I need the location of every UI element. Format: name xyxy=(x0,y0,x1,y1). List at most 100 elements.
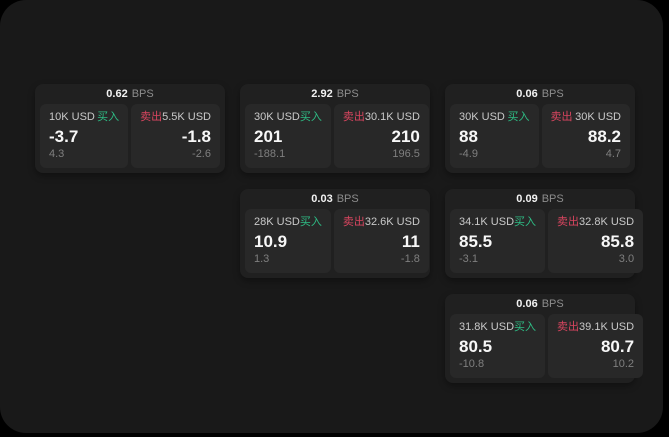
sell-side-label: 卖出 xyxy=(342,216,365,228)
bps-value: 0.62 xyxy=(106,88,128,100)
buy-side-label: 买入 xyxy=(97,111,120,123)
sell-top-row: 卖出 32.8K USD xyxy=(557,216,634,229)
bps-header: 0.06 BPS xyxy=(445,294,635,314)
sell-price: 85.8 xyxy=(600,232,635,251)
sell-side-label: 卖出 xyxy=(342,111,365,123)
quote-card-body: 34.1K USD 买入 85.5 -3.1 卖出 32.8K USD 85.8… xyxy=(445,209,644,278)
buy-quote-button[interactable]: 10K USD 买入 -3.7 4.3 xyxy=(40,104,129,168)
sell-quote-button[interactable]: 卖出 5.5K USD -1.8 -2.6 xyxy=(131,104,220,168)
bps-value: 0.09 xyxy=(516,193,538,205)
buy-sub-value: 4.3 xyxy=(49,148,65,160)
sell-quote-button[interactable]: 卖出 32.8K USD 85.8 3.0 xyxy=(548,209,644,273)
buy-side-label: 买入 xyxy=(299,216,322,228)
bps-unit-label: BPS xyxy=(541,298,564,310)
bps-unit-label: BPS xyxy=(336,88,359,100)
sell-quote-button[interactable]: 卖出 30.1K USD 210 196.5 xyxy=(333,104,429,168)
buy-side-label: 买入 xyxy=(299,111,322,123)
buy-side-label: 买入 xyxy=(514,321,537,333)
buy-price: -3.7 xyxy=(49,127,79,146)
sell-quote-button[interactable]: 卖出 30K USD 88.2 4.7 xyxy=(541,104,630,168)
buy-amount: 30K USD xyxy=(459,111,505,123)
buy-sub-value: -3.1 xyxy=(459,253,478,265)
quote-card: 0.06 BPS 31.8K USD 买入 80.5 -10.8 卖出 39.1… xyxy=(445,294,644,383)
sell-amount: 32.8K USD xyxy=(579,216,635,228)
sell-amount: 30.1K USD xyxy=(364,111,420,123)
bps-value: 2.92 xyxy=(311,88,333,100)
buy-top-row: 10K USD 买入 xyxy=(49,111,119,124)
buy-amount: 30K USD xyxy=(254,111,300,123)
sell-top-row: 卖出 5.5K USD xyxy=(140,111,211,124)
bps-header: 0.06 BPS xyxy=(445,84,635,104)
buy-side-label: 买入 xyxy=(507,111,530,123)
quote-card: 0.03 BPS 28K USD 买入 10.9 1.3 卖出 32.6K US… xyxy=(240,189,430,278)
buy-side-label: 买入 xyxy=(514,216,537,228)
bps-unit-label: BPS xyxy=(336,193,359,205)
buy-price: 85.5 xyxy=(459,232,493,251)
bps-unit-label: BPS xyxy=(131,88,154,100)
sell-price: 88.2 xyxy=(587,127,621,146)
buy-amount: 10K USD xyxy=(49,111,95,123)
sell-sub-value: -2.6 xyxy=(192,148,211,160)
buy-price: 10.9 xyxy=(254,232,288,251)
quote-card-body: 30K USD 买入 88 -4.9 卖出 30K USD 88.2 4.7 xyxy=(445,104,635,173)
sell-price: 11 xyxy=(401,232,420,251)
bps-header: 0.09 BPS xyxy=(445,189,635,209)
buy-top-row: 30K USD 买入 xyxy=(254,111,322,124)
sell-sub-value: 10.2 xyxy=(612,358,635,370)
buy-quote-button[interactable]: 30K USD 买入 201 -188.1 xyxy=(245,104,331,168)
quote-card-body: 30K USD 买入 201 -188.1 卖出 30.1K USD 210 1… xyxy=(240,104,430,173)
sell-top-row: 卖出 30K USD xyxy=(551,111,622,124)
buy-amount: 28K USD xyxy=(254,216,300,228)
buy-top-row: 28K USD 买入 xyxy=(254,216,322,229)
bps-header: 2.92 BPS xyxy=(240,84,430,104)
buy-quote-button[interactable]: 34.1K USD 买入 85.5 -3.1 xyxy=(450,209,546,273)
sell-amount: 32.6K USD xyxy=(364,216,420,228)
sell-side-label: 卖出 xyxy=(140,111,163,123)
buy-price: 201 xyxy=(254,127,283,146)
quote-card-grid: 0.62 BPS 10K USD 买入 -3.7 4.3 卖出 5.5K USD xyxy=(35,84,644,383)
bps-header: 0.62 BPS xyxy=(35,84,225,104)
buy-price: 80.5 xyxy=(459,337,493,356)
buy-top-row: 31.8K USD 买入 xyxy=(459,321,536,334)
sell-quote-button[interactable]: 卖出 32.6K USD 11 -1.8 xyxy=(333,209,429,273)
quote-card-body: 28K USD 买入 10.9 1.3 卖出 32.6K USD 11 -1.8 xyxy=(240,209,430,278)
sell-top-row: 卖出 30.1K USD xyxy=(343,111,420,124)
sell-top-row: 卖出 32.6K USD xyxy=(343,216,420,229)
sell-sub-value: 4.7 xyxy=(605,148,621,160)
buy-sub-value: 1.3 xyxy=(254,253,270,265)
buy-sub-value: -10.8 xyxy=(459,358,485,370)
sell-amount: 39.1K USD xyxy=(579,321,635,333)
buy-amount: 34.1K USD xyxy=(459,216,515,228)
quote-card-body: 10K USD 买入 -3.7 4.3 卖出 5.5K USD -1.8 -2.… xyxy=(35,104,225,173)
buy-top-row: 34.1K USD 买入 xyxy=(459,216,536,229)
quote-card: 0.62 BPS 10K USD 买入 -3.7 4.3 卖出 5.5K USD xyxy=(35,84,225,173)
quote-card-body: 31.8K USD 买入 80.5 -10.8 卖出 39.1K USD 80.… xyxy=(445,314,644,383)
buy-price: 88 xyxy=(459,127,478,146)
buy-amount: 31.8K USD xyxy=(459,321,515,333)
quote-card: 0.09 BPS 34.1K USD 买入 85.5 -3.1 卖出 32.8K… xyxy=(445,189,644,278)
sell-side-label: 卖出 xyxy=(557,321,580,333)
buy-quote-button[interactable]: 31.8K USD 买入 80.5 -10.8 xyxy=(450,314,546,378)
bps-header: 0.03 BPS xyxy=(240,189,430,209)
bps-value: 0.03 xyxy=(311,193,333,205)
buy-sub-value: -188.1 xyxy=(254,148,286,160)
bps-unit-label: BPS xyxy=(541,193,564,205)
sell-sub-value: 196.5 xyxy=(392,148,420,160)
sell-side-label: 卖出 xyxy=(550,111,573,123)
sell-amount: 5.5K USD xyxy=(162,111,211,123)
quote-card: 2.92 BPS 30K USD 买入 201 -188.1 卖出 30.1K … xyxy=(240,84,430,173)
sell-price: -1.8 xyxy=(181,127,211,146)
buy-sub-value: -4.9 xyxy=(459,148,478,160)
sell-price: 80.7 xyxy=(600,337,635,356)
bps-value: 0.06 xyxy=(516,298,538,310)
sell-amount: 30K USD xyxy=(575,111,621,123)
bps-unit-label: BPS xyxy=(541,88,564,100)
sell-quote-button[interactable]: 卖出 39.1K USD 80.7 10.2 xyxy=(548,314,644,378)
buy-top-row: 30K USD 买入 xyxy=(459,111,530,124)
sell-top-row: 卖出 39.1K USD xyxy=(557,321,634,334)
quote-card: 0.06 BPS 30K USD 买入 88 -4.9 卖出 30K USD xyxy=(445,84,635,173)
buy-quote-button[interactable]: 28K USD 买入 10.9 1.3 xyxy=(245,209,331,273)
sell-sub-value: -1.8 xyxy=(400,253,420,265)
buy-quote-button[interactable]: 30K USD 买入 88 -4.9 xyxy=(450,104,539,168)
